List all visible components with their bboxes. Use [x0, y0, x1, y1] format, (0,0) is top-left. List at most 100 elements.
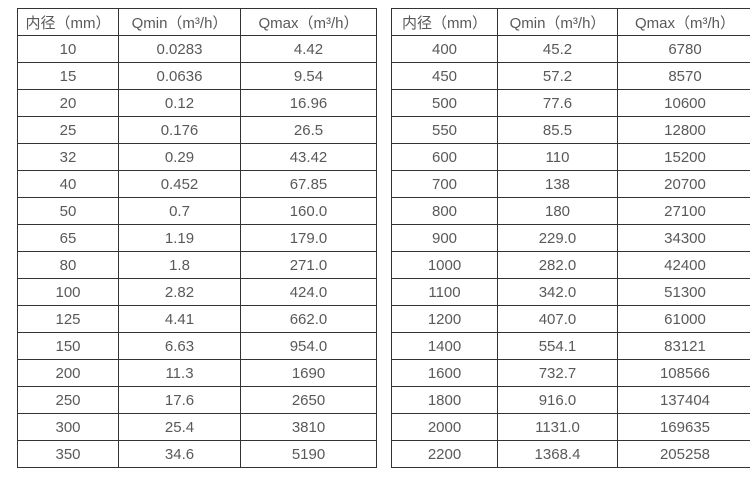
header-cell: Qmin（m³/h） [118, 8, 241, 36]
table-cell: 662.0 [240, 305, 377, 333]
table-row: 20 0.12 16.96 [17, 89, 377, 117]
table-row: 100 2.82 424.0 [17, 278, 377, 306]
table-cell: 25.4 [118, 413, 241, 441]
table-cell: 1.8 [118, 251, 241, 279]
table-cell: 2000 [391, 413, 498, 441]
table-cell: 179.0 [240, 224, 377, 252]
table-cell: 85.5 [497, 116, 618, 144]
table-cell: 137404 [617, 386, 750, 414]
table-cell: 700 [391, 170, 498, 198]
table-cell: 15200 [617, 143, 750, 171]
table-cell: 205258 [617, 440, 750, 468]
table-cell: 271.0 [240, 251, 377, 279]
table-cell: 0.29 [118, 143, 241, 171]
table-cell: 4.41 [118, 305, 241, 333]
table-cell: 1.19 [118, 224, 241, 252]
table-cell: 500 [391, 89, 498, 117]
table-cell: 83121 [617, 332, 750, 360]
table-cell: 10 [17, 35, 119, 63]
table-cell: 5190 [240, 440, 377, 468]
table-cell: 12800 [617, 116, 750, 144]
table-cell: 43.42 [240, 143, 377, 171]
table-cell: 16.96 [240, 89, 377, 117]
table-cell: 34.6 [118, 440, 241, 468]
table-cell: 27100 [617, 197, 750, 225]
table-row: 1400 554.1 83121 [391, 332, 750, 360]
table-cell: 10600 [617, 89, 750, 117]
table-cell: 40 [17, 170, 119, 198]
table-cell: 229.0 [497, 224, 618, 252]
table-cell: 8570 [617, 62, 750, 90]
header-cell: Qmin（m³/h） [497, 8, 618, 36]
table-cell: 4.42 [240, 35, 377, 63]
table-cell: 2.82 [118, 278, 241, 306]
table-cell: 600 [391, 143, 498, 171]
table-cell: 11.3 [118, 359, 241, 387]
table-cell: 169635 [617, 413, 750, 441]
table-cell: 0.0283 [118, 35, 241, 63]
table-cell: 138 [497, 170, 618, 198]
table-cell: 17.6 [118, 386, 241, 414]
table-cell: 2650 [240, 386, 377, 414]
table-cell: 34300 [617, 224, 750, 252]
table-cell: 67.85 [240, 170, 377, 198]
header-cell: Qmax（m³/h） [240, 8, 377, 36]
table-cell: 108566 [617, 359, 750, 387]
table-cell: 1100 [391, 278, 498, 306]
table-cell: 800 [391, 197, 498, 225]
table-cell: 32 [17, 143, 119, 171]
header-cell: Qmax（m³/h） [617, 8, 750, 36]
table-cell: 15 [17, 62, 119, 90]
table-cell: 0.0636 [118, 62, 241, 90]
table-cell: 732.7 [497, 359, 618, 387]
table-cell: 554.1 [497, 332, 618, 360]
header-cell: 内径（mm） [391, 8, 498, 36]
table-cell: 61000 [617, 305, 750, 333]
table-cell: 125 [17, 305, 119, 333]
table-cell: 1368.4 [497, 440, 618, 468]
table-cell: 100 [17, 278, 119, 306]
table-cell: 0.12 [118, 89, 241, 117]
table-row: 40 0.452 67.85 [17, 170, 377, 198]
header-row: 内径（mm） Qmin（m³/h） Qmax（m³/h） [391, 8, 750, 36]
flow-spec-table-small-diameters: 内径（mm） Qmin（m³/h） Qmax（m³/h） 10 0.0283 4.42 15… [17, 8, 377, 468]
table-cell: 2200 [391, 440, 498, 468]
table-cell: 954.0 [240, 332, 377, 360]
table-cell: 110 [497, 143, 618, 171]
table-row: 150 6.63 954.0 [17, 332, 377, 360]
table-row: 900 229.0 34300 [391, 224, 750, 252]
table-cell: 50 [17, 197, 119, 225]
table-row: 1800 916.0 137404 [391, 386, 750, 414]
table-cell: 0.452 [118, 170, 241, 198]
table-cell: 65 [17, 224, 119, 252]
table-cell: 1400 [391, 332, 498, 360]
table-cell: 916.0 [497, 386, 618, 414]
flow-spec-table-large-diameters: 内径（mm） Qmin（m³/h） Qmax（m³/h） 400 45.2 6780 450… [391, 8, 750, 468]
table-cell: 250 [17, 386, 119, 414]
table-cell: 200 [17, 359, 119, 387]
header-cell: 内径（mm） [17, 8, 119, 36]
table-cell: 57.2 [497, 62, 618, 90]
table-row: 600 110 15200 [391, 143, 750, 171]
table-cell: 150 [17, 332, 119, 360]
table-cell: 160.0 [240, 197, 377, 225]
table-cell: 6780 [617, 35, 750, 63]
table-row: 32 0.29 43.42 [17, 143, 377, 171]
table-cell: 1131.0 [497, 413, 618, 441]
table-cell: 424.0 [240, 278, 377, 306]
table-cell: 342.0 [497, 278, 618, 306]
table-row: 25 0.176 26.5 [17, 116, 377, 144]
table-row: 550 85.5 12800 [391, 116, 750, 144]
table-row: 1600 732.7 108566 [391, 359, 750, 387]
table-cell: 0.7 [118, 197, 241, 225]
table-row: 1100 342.0 51300 [391, 278, 750, 306]
table-row: 250 17.6 2650 [17, 386, 377, 414]
table-cell: 1000 [391, 251, 498, 279]
table-row: 50 0.7 160.0 [17, 197, 377, 225]
table-cell: 51300 [617, 278, 750, 306]
table-cell: 900 [391, 224, 498, 252]
table-row: 700 138 20700 [391, 170, 750, 198]
table-row: 300 25.4 3810 [17, 413, 377, 441]
table-cell: 1200 [391, 305, 498, 333]
